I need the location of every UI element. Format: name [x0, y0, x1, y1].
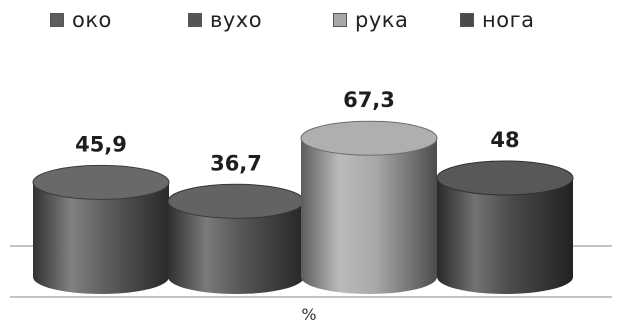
legend-swatch-3 [333, 13, 347, 27]
bar-1-top [32, 164, 170, 200]
bar-2-body [168, 201, 304, 294]
legend-item-1: око [50, 8, 112, 32]
data-label-2: 36,7 [210, 151, 262, 175]
bar-4-top [436, 160, 574, 196]
legend-label-3: рука [355, 8, 409, 32]
legend-label-2: вухо [210, 8, 263, 32]
legend-item-3: рука [333, 8, 408, 32]
legend-item-2: вухо [188, 8, 262, 32]
legend: око вухо рука нога [0, 8, 618, 38]
legend-swatch-4 [460, 13, 474, 27]
bar-3-top [300, 120, 438, 156]
bar-3-body [301, 138, 437, 294]
bar-1-body [33, 182, 169, 294]
x-axis-label: % [301, 305, 317, 324]
data-label-3: 67,3 [343, 88, 395, 112]
legend-swatch-2 [188, 13, 202, 27]
legend-swatch-1 [50, 13, 64, 27]
bar-4-body [437, 178, 573, 294]
legend-label-4: нога [482, 8, 535, 32]
data-label-4: 48 [490, 128, 519, 152]
legend-item-4: нога [460, 8, 534, 32]
data-label-1: 45,9 [75, 132, 127, 156]
legend-label-1: око [72, 8, 112, 32]
bar-2-top [167, 183, 305, 219]
